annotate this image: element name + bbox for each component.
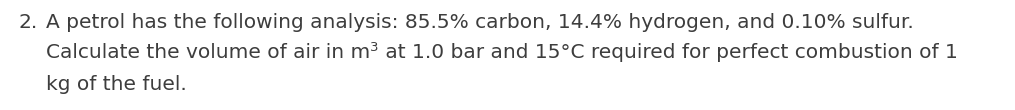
Text: A petrol has the following analysis: 85.5% carbon, 14.4% hydrogen, and 0.10% sul: A petrol has the following analysis: 85.… (46, 13, 913, 32)
Text: at 1.0 bar and 15°C required for perfect combustion of 1: at 1.0 bar and 15°C required for perfect… (379, 43, 957, 62)
Text: 2.: 2. (18, 13, 38, 32)
Text: 3: 3 (370, 41, 379, 54)
Text: Calculate the volume of air in m: Calculate the volume of air in m (46, 43, 370, 62)
Text: kg of the fuel.: kg of the fuel. (46, 75, 187, 94)
